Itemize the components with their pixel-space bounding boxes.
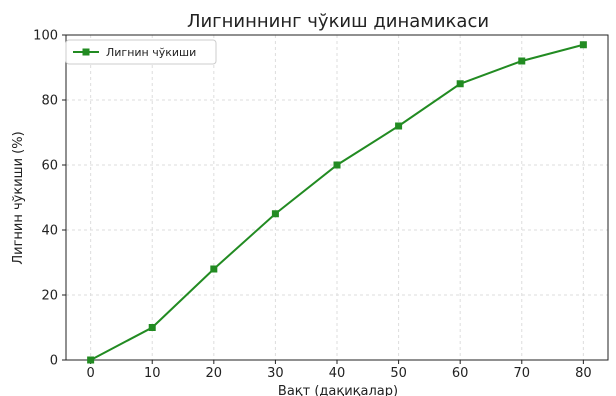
y-tick-label: 0 (50, 354, 58, 369)
y-tick-label: 100 (33, 29, 58, 44)
data-point-marker (210, 265, 218, 273)
y-tick-label: 40 (41, 224, 58, 239)
x-tick-label: 60 (452, 366, 469, 381)
axis-ticks: 0 10 20 30 40 50 60 70 80 0 20 40 60 80 100 (33, 29, 591, 382)
y-axis-title: Лигнин чўкиши (%) (11, 131, 26, 264)
x-tick-label: 70 (513, 366, 530, 381)
series (87, 41, 587, 364)
data-point-marker (87, 356, 95, 364)
legend-label: Лигнин чўкиши (106, 46, 196, 59)
y-tick-label: 60 (41, 159, 58, 174)
data-point-marker (333, 161, 341, 169)
x-tick-label: 10 (144, 366, 161, 381)
data-point-marker (518, 57, 526, 65)
y-tick-label: 80 (41, 94, 58, 109)
data-point-marker (271, 210, 279, 218)
x-axis-title: Вақт (дақиқалар) (278, 384, 398, 396)
grid (66, 34, 608, 361)
y-tick-label: 20 (41, 289, 58, 304)
x-tick-label: 40 (329, 366, 346, 381)
chart-title: Лигниннинг чўкиш динамикаси (187, 11, 489, 32)
x-tick-label: 80 (575, 366, 592, 381)
x-tick-label: 50 (390, 366, 407, 381)
data-point-marker (579, 41, 587, 49)
legend-box (65, 39, 217, 65)
data-point-marker (456, 80, 464, 88)
x-tick-label: 30 (267, 366, 284, 381)
legend: Лигнин чўкиши (65, 39, 217, 65)
x-tick-label: 20 (206, 366, 223, 381)
legend-swatch-marker (82, 48, 90, 56)
data-point-marker (148, 324, 156, 331)
data-point-marker (395, 122, 403, 130)
x-tick-label: 0 (86, 366, 94, 381)
